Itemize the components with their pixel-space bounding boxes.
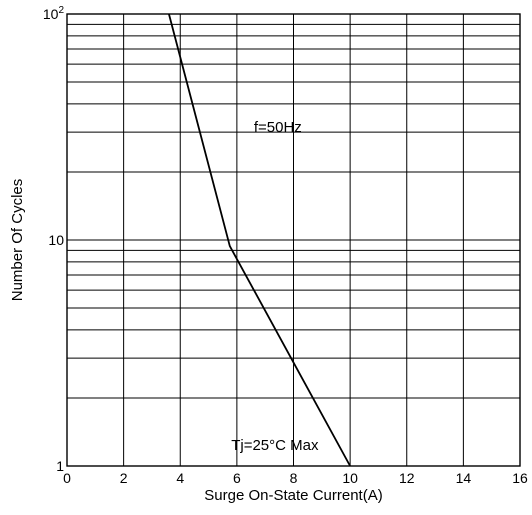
y-tick-label: 102 xyxy=(43,5,65,22)
grid xyxy=(67,14,520,466)
x-tick-label: 16 xyxy=(512,470,528,486)
y-tick-label: 10 xyxy=(48,232,64,248)
annotation-label: f=50Hz xyxy=(254,119,302,136)
x-tick-label: 8 xyxy=(290,470,298,486)
x-tick-label: 2 xyxy=(120,470,128,486)
x-axis-label: Surge On-State Current(A) xyxy=(204,487,382,504)
x-tick-label: 4 xyxy=(176,470,184,486)
x-tick-label: 6 xyxy=(233,470,241,486)
series-line xyxy=(168,13,351,467)
annotations: f=50Hz Tj=25°C Max xyxy=(231,119,319,454)
x-tick-label: 12 xyxy=(399,470,415,486)
annotation-label: Tj=25°C Max xyxy=(231,437,319,454)
y-axis-label: Number Of Cycles xyxy=(9,179,26,302)
y-tick-labels: 1 10 102 xyxy=(43,5,65,474)
x-tick-label: 14 xyxy=(456,470,472,486)
x-tick-label: 10 xyxy=(342,470,358,486)
x-tick-labels: 0 2 4 6 8 10 12 14 16 xyxy=(63,470,528,486)
plot-area xyxy=(66,13,521,467)
x-tick-label: 0 xyxy=(63,470,71,486)
y-tick-label: 1 xyxy=(56,458,64,474)
